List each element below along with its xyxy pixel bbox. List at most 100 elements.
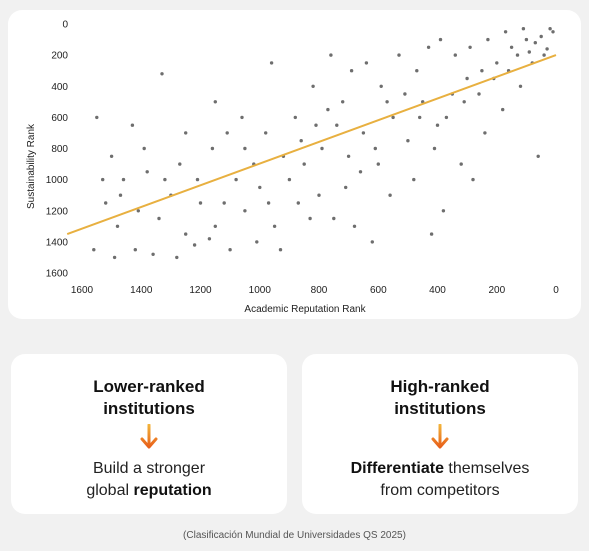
trend-line bbox=[66, 54, 557, 236]
data-point bbox=[385, 100, 389, 104]
data-point bbox=[213, 100, 217, 104]
scatter-chart: 1600 1400 1200 1000 800 600 400 200 0 0 200 400 600 8… bbox=[26, 20, 559, 316]
card-high-ranked-title: High-ranked institutions bbox=[302, 376, 578, 420]
x-tick-label: 1000 bbox=[249, 285, 272, 296]
data-point bbox=[483, 131, 487, 135]
data-point bbox=[178, 162, 182, 166]
card-lower-ranked-body-bold: reputation bbox=[133, 482, 212, 499]
y-tick-label: 0 bbox=[62, 20, 68, 31]
data-point bbox=[243, 209, 247, 213]
data-point bbox=[462, 100, 466, 104]
data-point bbox=[115, 224, 120, 228]
data-point bbox=[349, 69, 354, 73]
card-high-ranked-title-text: High-ranked institutions bbox=[390, 377, 490, 418]
x-tick-label: 1200 bbox=[189, 285, 212, 296]
data-point bbox=[308, 216, 312, 221]
y-tick-label: 1600 bbox=[46, 269, 69, 280]
data-point bbox=[539, 34, 543, 39]
data-point bbox=[213, 224, 217, 228]
data-point bbox=[151, 252, 155, 256]
data-point bbox=[184, 131, 188, 135]
data-point bbox=[426, 45, 431, 49]
data-point bbox=[459, 162, 463, 166]
x-tick-label: 600 bbox=[370, 285, 387, 296]
card-high-ranked: High-ranked institutions Differentiate t… bbox=[302, 354, 578, 514]
data-point bbox=[136, 209, 140, 213]
x-tick-label: 200 bbox=[488, 285, 505, 296]
data-point bbox=[160, 72, 164, 76]
x-tick-label: 1600 bbox=[71, 285, 94, 296]
data-point bbox=[415, 69, 419, 73]
data-point bbox=[198, 201, 203, 205]
data-point bbox=[142, 146, 146, 151]
data-point bbox=[332, 216, 336, 221]
x-tick-label: 800 bbox=[311, 285, 328, 296]
data-point bbox=[255, 240, 259, 244]
data-point bbox=[518, 84, 523, 89]
data-point bbox=[296, 201, 300, 205]
data-point bbox=[358, 170, 363, 174]
y-tick-label: 600 bbox=[51, 113, 68, 124]
y-axis-title: Sustainability Rank bbox=[26, 123, 37, 209]
data-point bbox=[130, 123, 135, 127]
data-point bbox=[341, 100, 345, 104]
data-point bbox=[501, 107, 505, 112]
data-point bbox=[335, 123, 339, 127]
data-point bbox=[258, 185, 262, 190]
x-tick-label: 1400 bbox=[130, 285, 153, 296]
data-point bbox=[145, 170, 149, 174]
data-point bbox=[480, 69, 484, 73]
data-point bbox=[326, 107, 330, 112]
data-point bbox=[118, 193, 123, 197]
data-point bbox=[133, 248, 137, 252]
data-point bbox=[95, 115, 99, 120]
data-point bbox=[101, 177, 105, 182]
data-point bbox=[222, 201, 226, 205]
data-point bbox=[352, 224, 357, 228]
data-point bbox=[453, 53, 457, 57]
data-point bbox=[527, 50, 531, 54]
data-point bbox=[329, 53, 333, 57]
data-point bbox=[536, 154, 540, 158]
data-point bbox=[112, 255, 117, 260]
arrow-down-icon bbox=[140, 424, 158, 449]
data-point bbox=[486, 37, 490, 42]
data-point bbox=[302, 162, 306, 166]
data-point bbox=[379, 84, 383, 89]
data-point bbox=[412, 177, 416, 182]
data-point bbox=[314, 123, 318, 127]
card-lower-ranked-title: Lower-ranked institutions bbox=[11, 376, 287, 420]
y-tick-label: 1000 bbox=[46, 175, 69, 186]
data-point bbox=[299, 139, 303, 143]
data-point bbox=[361, 131, 366, 135]
data-point bbox=[109, 154, 114, 158]
data-point bbox=[376, 162, 380, 166]
data-point bbox=[477, 92, 481, 96]
card-high-ranked-body-text: themselves from competitors bbox=[380, 460, 530, 499]
card-lower-ranked-body: Build a stronger global reputation bbox=[11, 458, 287, 502]
x-axis-title: Academic Reputation Rank bbox=[244, 304, 366, 315]
data-point bbox=[240, 115, 244, 120]
data-point bbox=[471, 177, 475, 182]
data-point bbox=[346, 154, 351, 158]
card-lower-ranked-body-text: Build a stronger global bbox=[86, 460, 206, 499]
data-point bbox=[243, 146, 247, 151]
data-point bbox=[293, 115, 297, 120]
x-tick-label: 400 bbox=[429, 285, 446, 296]
data-point bbox=[545, 47, 549, 51]
data-point bbox=[175, 255, 179, 260]
data-point bbox=[533, 41, 537, 45]
data-point bbox=[403, 92, 407, 96]
data-point bbox=[391, 115, 395, 120]
data-point bbox=[320, 146, 324, 151]
data-point bbox=[266, 201, 271, 205]
data-point bbox=[521, 27, 526, 31]
data-point bbox=[438, 37, 443, 42]
y-tick-label: 1200 bbox=[46, 206, 69, 217]
scatter-chart-card: 1600 1400 1200 1000 800 600 400 200 0 0 200 400 600 8… bbox=[8, 10, 581, 319]
data-point bbox=[287, 177, 292, 182]
y-tick-label: 800 bbox=[51, 144, 68, 155]
data-point bbox=[432, 146, 437, 151]
y-tick-label: 1400 bbox=[46, 237, 69, 248]
data-point bbox=[524, 37, 529, 42]
